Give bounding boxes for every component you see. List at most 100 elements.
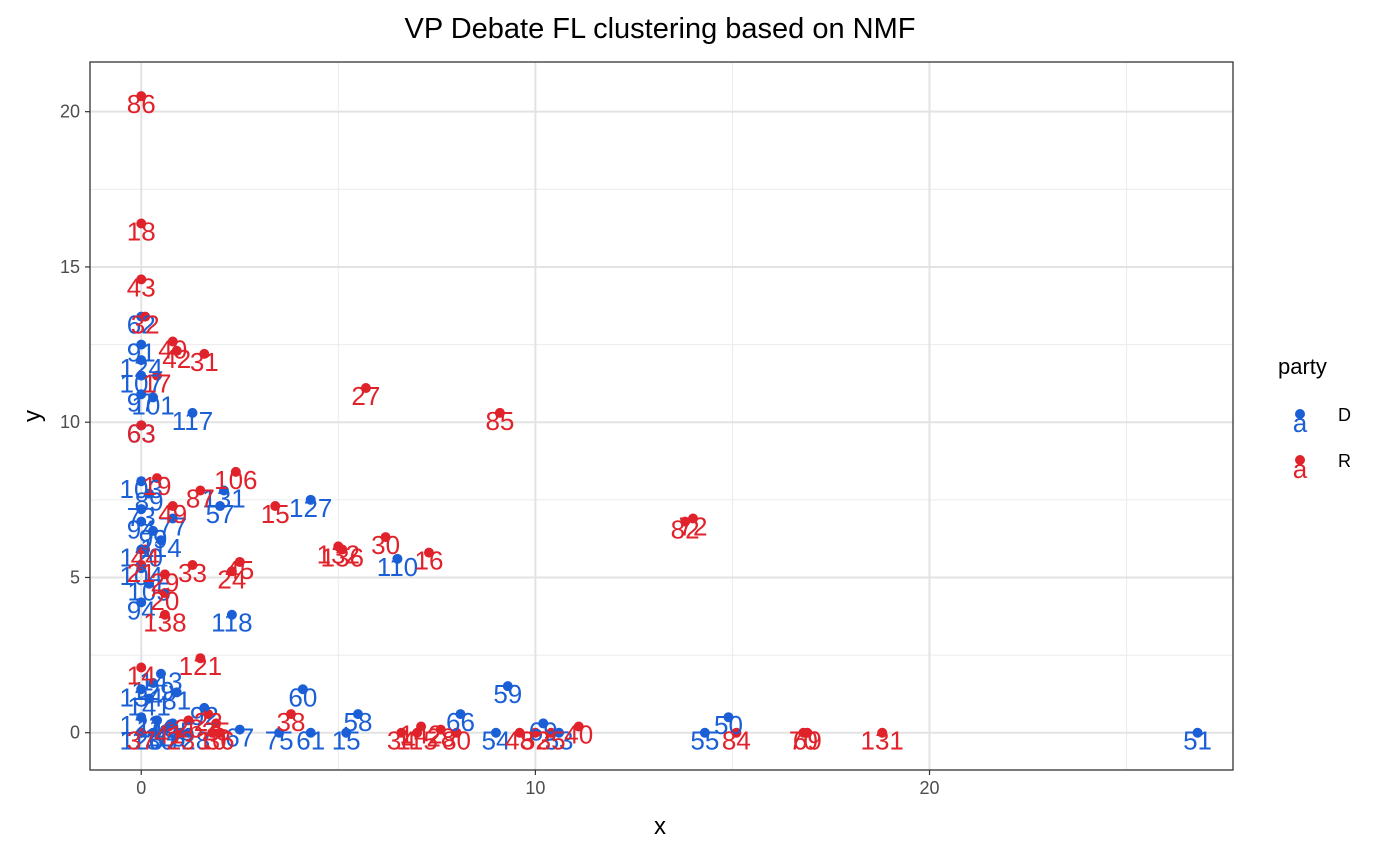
- point-label-R-16: 16: [414, 546, 443, 576]
- data-point-R-20: [159, 588, 170, 598]
- data-point-D-99: [148, 525, 159, 536]
- point-label-D-15: 15: [332, 726, 361, 756]
- point-label-D-57: 57: [206, 499, 235, 529]
- point-label-R-85: 85: [485, 406, 514, 436]
- data-point-R-34: [396, 727, 407, 738]
- point-label-R-40: 40: [158, 334, 187, 364]
- point-label-D-97: 97: [127, 387, 156, 417]
- point-label-R-69: 69: [793, 726, 822, 756]
- point-label-D-113: 113: [144, 723, 185, 753]
- point-label-D-75: 75: [265, 726, 294, 756]
- point-label-R-131: 131: [861, 726, 904, 756]
- panel-border: [89, 61, 1234, 771]
- point-label-D-94: 94: [127, 595, 156, 625]
- data-point-D-129: [148, 678, 159, 689]
- data-point-R-44: [140, 544, 151, 555]
- data-point-D-94: [136, 516, 147, 527]
- data-point-D-59: [502, 681, 513, 692]
- data-point-R-43: [136, 274, 147, 285]
- data-point-R-35: [546, 727, 557, 738]
- point-label-D-66: 66: [446, 707, 475, 737]
- data-point-D-143: [155, 668, 166, 679]
- data-point-D-75: [274, 727, 285, 738]
- data-point-R-84: [731, 727, 742, 738]
- point-label-D-105: 105: [127, 577, 170, 607]
- data-point-R-24: [226, 566, 237, 577]
- point-label-D-125: 125: [151, 716, 194, 746]
- data-point-D-77: [167, 513, 178, 524]
- data-point-D-15: [341, 727, 352, 738]
- legend-label-D: D: [1338, 405, 1351, 425]
- data-point-R-69: [802, 727, 813, 738]
- y-axis-title: y: [19, 410, 46, 422]
- point-label-D-114: 114: [140, 533, 181, 563]
- point-label-R-26: 26: [174, 713, 203, 743]
- legend-title: party: [1278, 354, 1327, 379]
- data-point-R-41: [163, 721, 174, 732]
- y-tick-label: 20: [60, 102, 80, 122]
- point-label-D-130: 130: [131, 726, 174, 756]
- point-label-R-35: 35: [537, 726, 566, 756]
- x-axis: 0 10 20: [136, 770, 940, 798]
- data-point-R-38: [286, 709, 297, 720]
- data-point-R-131: [877, 727, 888, 738]
- data-point-R-85: [494, 407, 505, 418]
- point-label-D-62: 62: [127, 310, 156, 340]
- point-label-D-51: 51: [1183, 726, 1212, 756]
- data-point-D-51: [1192, 727, 1203, 738]
- data-point-R-25: [211, 718, 222, 729]
- point-label-D-124: 124: [120, 353, 163, 383]
- point-label-R-33: 33: [178, 558, 207, 588]
- data-point-R-16: [423, 547, 434, 558]
- point-label-R-45: 45: [225, 555, 254, 585]
- data-point-D-73: [136, 504, 147, 515]
- data-point-D-67: [234, 724, 245, 735]
- point-label-D-63: 63: [127, 418, 156, 448]
- point-label-R-106: 106: [214, 465, 257, 495]
- point-label-R-70: 70: [789, 726, 818, 756]
- data-point-D-110: [392, 553, 403, 564]
- point-label-D-73: 73: [127, 502, 156, 532]
- data-point-R-17: [152, 370, 163, 381]
- data-point-R-52: [530, 727, 541, 738]
- point-label-D-67: 67: [225, 723, 254, 753]
- data-point-R-86: [136, 91, 147, 102]
- point-label-R-136: 136: [321, 543, 364, 573]
- point-label-D-53: 53: [545, 726, 574, 756]
- data-point-D-55: [699, 727, 710, 738]
- data-point-D-57: [215, 501, 226, 512]
- data-point-R-10: [207, 727, 218, 738]
- data-point-D-94: [136, 597, 147, 608]
- point-label-R-49: 49: [158, 499, 187, 529]
- data-point-R-49: [167, 501, 178, 512]
- point-label-D-60: 60: [288, 682, 317, 712]
- data-point-D-105: [144, 578, 155, 589]
- point-label-D-128: 128: [167, 726, 210, 756]
- point-label-R-36: 36: [206, 726, 235, 756]
- data-point-R-48: [514, 727, 525, 738]
- data-point-D-116: [152, 715, 163, 726]
- x-tick-label: 10: [525, 778, 545, 798]
- data-point-R-80: [451, 727, 462, 738]
- data-point-R-40: [167, 336, 178, 347]
- point-label-R-43: 43: [127, 272, 156, 302]
- point-label-R-29: 29: [150, 567, 179, 597]
- point-label-D-89: 89: [135, 487, 164, 517]
- data-point-D-141: [144, 693, 155, 704]
- point-label-D-120: 120: [120, 543, 163, 573]
- points-layer: [136, 91, 1203, 738]
- legend-key-point-R: [1295, 455, 1305, 465]
- x-tick-label: 20: [919, 778, 939, 798]
- data-point-D-134: [136, 684, 147, 695]
- point-label-D-116: 116: [136, 713, 177, 743]
- data-point-D-130: [148, 727, 159, 738]
- data-point-R-23: [175, 727, 186, 738]
- point-label-R-22: 22: [194, 707, 223, 737]
- data-point-D-122: [136, 712, 147, 723]
- data-point-R-31: [199, 348, 210, 359]
- data-point-R-42: [171, 345, 182, 356]
- point-label-D-58: 58: [344, 707, 373, 737]
- point-label-R-80: 80: [442, 726, 471, 756]
- data-point-D-107: [136, 370, 147, 381]
